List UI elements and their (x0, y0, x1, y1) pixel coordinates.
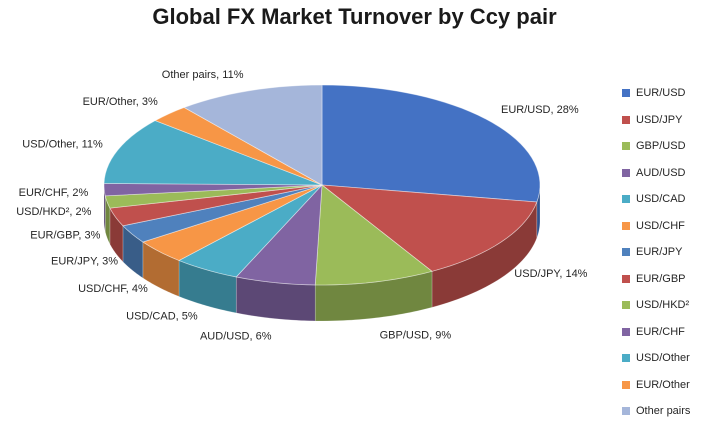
legend-item-usd-chf: USD/CHF (622, 213, 709, 240)
legend-swatch (622, 89, 630, 98)
slice-label-usd-hkd: USD/HKD², 2% (16, 206, 91, 218)
legend-label: EUR/GBP (636, 272, 686, 285)
legend-item-usd-jpy: USD/JPY (622, 107, 709, 134)
slice-label-eur-jpy: EUR/JPY, 3% (51, 256, 118, 268)
legend-label: AUD/USD (636, 166, 686, 179)
legend-label: USD/CHF (636, 219, 685, 232)
legend: EUR/USD USD/JPY GBP/USD AUD/USD USD/CAD USD/C… (622, 80, 709, 425)
slice-label-usd-chf: USD/CHF, 4% (78, 283, 148, 295)
slice-labels: EUR/USD, 28% USD/JPY, 14% GBP/USD, 9% AUD/U… (16, 69, 587, 343)
legend-swatch (622, 274, 630, 283)
legend-item-eur-chf: EUR/CHF (622, 319, 709, 346)
legend-swatch (622, 221, 630, 230)
pie-slice-gbp-usd (314, 184, 433, 286)
legend-swatch (622, 407, 630, 416)
legend-label: GBP/USD (636, 140, 686, 153)
pie-slice-usd-jpy (320, 184, 538, 272)
legend-label: USD/Other (636, 352, 690, 365)
legend-item-usd-other: USD/Other (622, 345, 709, 372)
legend-item-usd-hkd: USD/HKD² (622, 292, 709, 319)
legend-item-eur-gbp: EUR/GBP (622, 266, 709, 293)
legend-item-eur-usd: EUR/USD (622, 80, 709, 107)
legend-item-eur-other: EUR/Other (622, 372, 709, 399)
legend-label: EUR/Other (636, 378, 690, 391)
legend-swatch (622, 142, 630, 151)
slice-label-eur-other: EUR/Other, 3% (83, 96, 158, 108)
chart-title: Global FX Market Turnover by Ccy pair (152, 4, 557, 29)
legend-item-other-pairs: Other pairs (622, 398, 709, 425)
legend-swatch (622, 380, 630, 389)
pie-slice-aud-usd (235, 183, 323, 286)
pie-slices (103, 84, 541, 286)
legend-item-usd-cad: USD/CAD (622, 186, 709, 213)
legend-label: EUR/CHF (636, 325, 685, 338)
legend-swatch (622, 115, 630, 124)
legend-swatch (622, 354, 630, 363)
slice-label-other-pairs: Other pairs, 11% (162, 69, 244, 81)
slice-label-usd-cad: USD/CAD, 5% (126, 311, 198, 323)
legend-swatch (622, 168, 630, 177)
legend-label: EUR/JPY (636, 246, 683, 259)
slice-label-eur-usd: EUR/USD, 28% (501, 104, 579, 116)
pie-slice-eur-usd (321, 84, 541, 203)
legend-label: USD/JPY (636, 113, 683, 126)
legend-swatch (622, 248, 630, 257)
legend-label: EUR/USD (636, 87, 686, 100)
legend-item-gbp-usd: GBP/USD (622, 133, 709, 160)
pie-slice-other-pairs (183, 84, 323, 186)
legend-item-aud-usd: AUD/USD (622, 160, 709, 187)
legend-swatch (622, 301, 630, 310)
legend-label: USD/HKD² (636, 299, 690, 312)
slice-label-eur-gbp: EUR/GBP, 3% (30, 229, 100, 241)
legend-item-eur-jpy: EUR/JPY (622, 239, 709, 266)
legend-label: Other pairs (636, 405, 691, 418)
pie-slice-usd-cad (178, 184, 323, 278)
pie-slice-usd-chf (141, 184, 323, 261)
slice-label-usd-jpy: USD/JPY, 14% (514, 268, 587, 280)
pie-slice-usd-other (103, 120, 323, 186)
slice-label-usd-other: USD/Other, 11% (22, 139, 103, 151)
legend-swatch (622, 195, 630, 204)
legend-swatch (622, 327, 630, 336)
slice-label-aud-usd: AUD/USD, 6% (200, 330, 272, 342)
slice-label-gbp-usd: GBP/USD, 9% (380, 329, 452, 341)
legend-label: USD/CAD (636, 193, 686, 206)
slice-label-eur-chf: EUR/CHF, 2% (19, 187, 89, 199)
